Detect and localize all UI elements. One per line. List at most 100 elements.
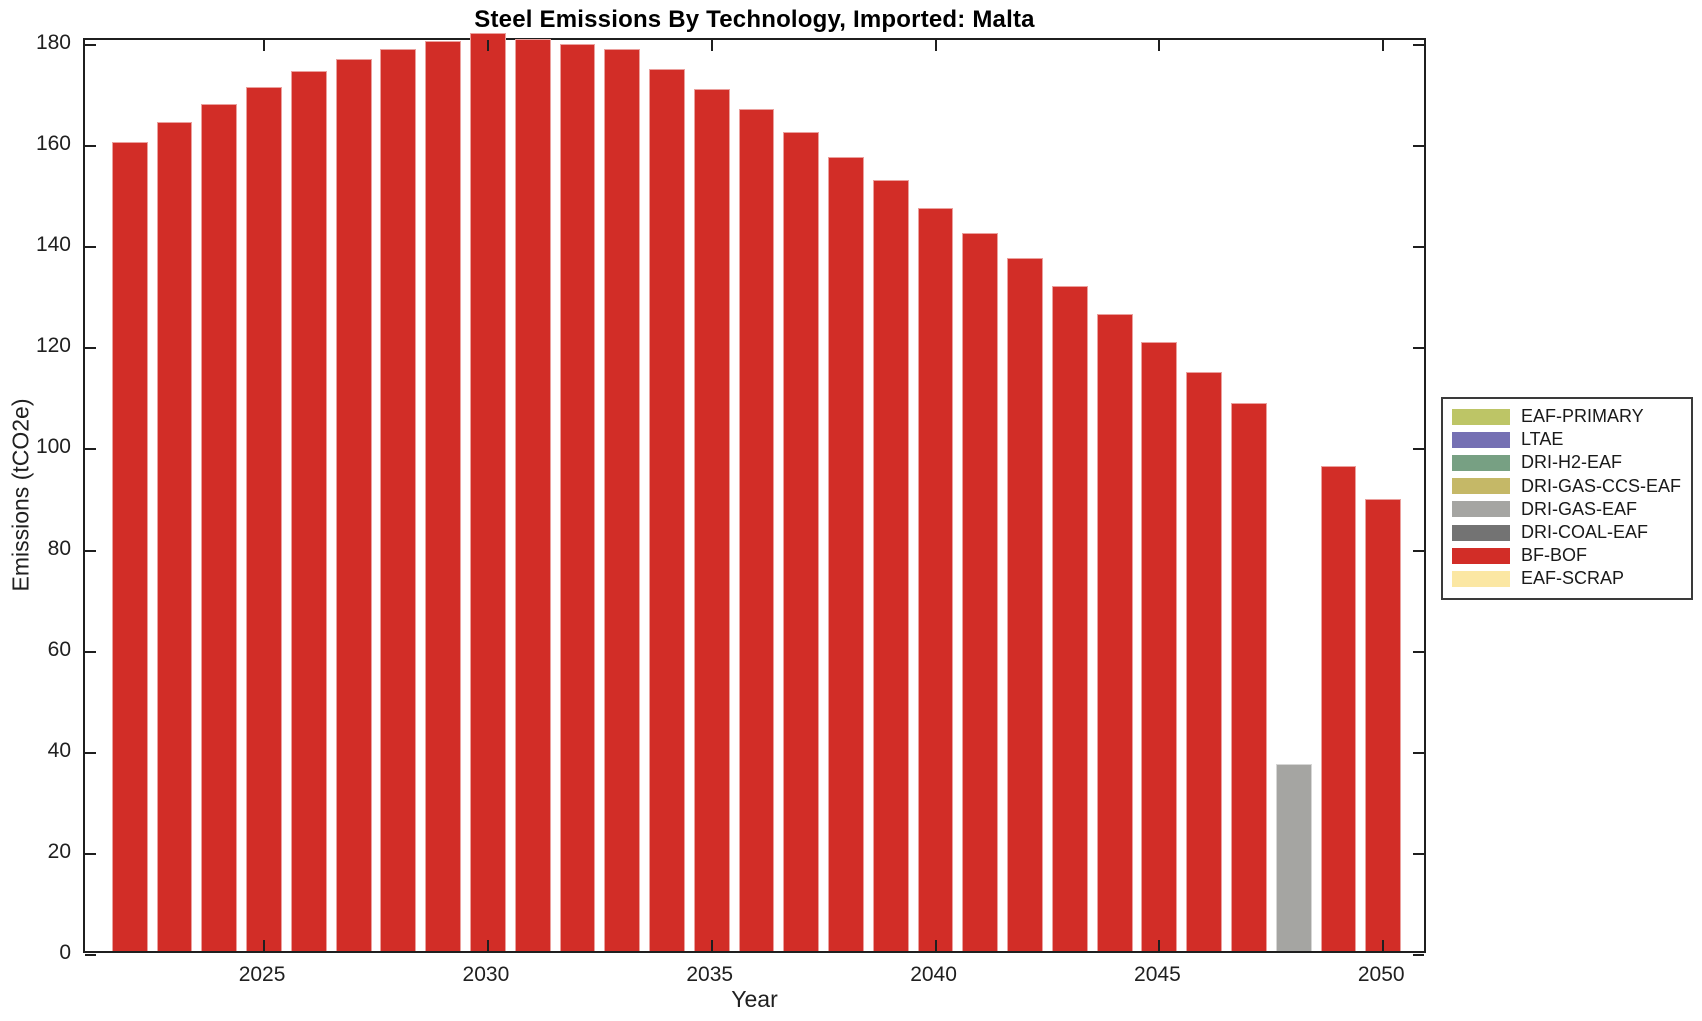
y-tick-label-100: 100 [35, 435, 71, 459]
bar-2038-bf-bof [828, 157, 864, 951]
y-tick-label-140: 140 [35, 233, 71, 257]
legend-entry-dri-gas-ccs-eaf: DRI-GAS-CCS-EAF [1443, 475, 1691, 498]
y-tick-120 [85, 347, 96, 350]
y-tick-80-right [1413, 549, 1424, 552]
legend-label-dri-gas-ccs-eaf: DRI-GAS-CCS-EAF [1521, 475, 1682, 496]
y-tick-40 [85, 751, 96, 754]
bar-2049-bf-bof [1320, 465, 1357, 951]
y-tick-60 [85, 650, 96, 653]
bar-2044-bf-bof [1096, 314, 1133, 951]
legend-label-dri-h2-eaf: DRI-H2-EAF [1521, 452, 1623, 473]
bar-2045-bf-bof [1141, 341, 1178, 951]
x-tick-label-2025: 2025 [238, 963, 286, 986]
bar-2029-bf-bof [425, 41, 462, 951]
legend-swatch-bf-bof [1452, 547, 1510, 564]
bar-2048-dri-gas-eaf [1275, 763, 1312, 951]
y-tick-120-right [1413, 347, 1424, 350]
y-tick-160 [85, 145, 96, 148]
bar-2043-bf-bof [1051, 286, 1088, 951]
y-tick-80 [85, 549, 96, 552]
y-tick-label-40: 40 [47, 738, 71, 762]
bar-2041-bf-bof [962, 233, 999, 951]
y-tick-label-20: 20 [47, 839, 71, 863]
legend-swatch-eaf-primary [1452, 408, 1510, 425]
bar-2039-bf-bof [872, 180, 909, 951]
bar-2024-bf-bof [201, 104, 238, 951]
y-tick-160-right [1413, 145, 1424, 148]
y-tick-20 [85, 852, 96, 855]
bar-2026-bf-bof [290, 71, 327, 951]
y-tick-140-right [1413, 246, 1424, 249]
y-tick-20-right [1413, 852, 1424, 855]
y-tick-60-right [1413, 650, 1424, 653]
bar-2037-bf-bof [783, 132, 820, 951]
chart-title: Steel Emissions By Technology, Imported:… [474, 6, 1035, 33]
x-tick-2035 [710, 940, 713, 951]
bar-2027-bf-bof [335, 58, 372, 951]
x-tick-2045 [1158, 940, 1161, 951]
legend-entry-eaf-scrap: EAF-SCRAP [1443, 567, 1691, 590]
legend-swatch-dri-gas-ccs-eaf [1452, 478, 1510, 495]
legend-entry-dri-coal-eaf: DRI-COAL-EAF [1443, 521, 1691, 544]
bar-2025-bf-bof [246, 86, 282, 951]
x-tick-label-2035: 2035 [686, 963, 734, 986]
legend-swatch-eaf-scrap [1452, 570, 1510, 587]
y-tick-label-160: 160 [35, 132, 71, 156]
x-tick-2040 [934, 940, 937, 951]
x-tick-2025-top [263, 40, 266, 51]
bar-2042-bf-bof [1007, 258, 1043, 951]
plot-area [83, 33, 1426, 956]
bar-2032-bf-bof [559, 43, 596, 951]
y-tick-label-60: 60 [47, 637, 71, 661]
bar-2050-bf-bof [1365, 498, 1402, 951]
legend-label-bf-bof: BF-BOF [1521, 545, 1587, 566]
legend-swatch-ltae [1452, 431, 1510, 448]
bar-2028-bf-bof [380, 48, 417, 951]
bar-2036-bf-bof [738, 109, 775, 951]
bar-2035-bf-bof [693, 89, 730, 951]
bar-2046-bf-bof [1186, 372, 1223, 951]
x-tick-2050-top [1382, 40, 1385, 51]
y-tick-label-120: 120 [35, 334, 71, 358]
legend-label-ltae: LTAE [1521, 429, 1564, 450]
x-tick-2030 [486, 940, 489, 951]
y-tick-180-right [1413, 44, 1424, 47]
bar-2034-bf-bof [649, 68, 685, 951]
legend-swatch-dri-h2-eaf [1452, 454, 1510, 471]
x-tick-2040-top [934, 40, 937, 51]
y-tick-100 [85, 448, 96, 451]
y-tick-100-right [1413, 448, 1424, 451]
y-tick-140 [85, 246, 96, 249]
bar-2023-bf-bof [156, 121, 193, 951]
x-tick-label-2045: 2045 [1134, 963, 1181, 986]
bar-2040-bf-bof [917, 207, 954, 951]
legend-entry-eaf-primary: EAF-PRIMARY [1443, 405, 1691, 428]
y-axis-label: Emissions (tCO2e) [7, 398, 34, 592]
legend-label-eaf-primary: EAF-PRIMARY [1521, 406, 1644, 427]
legend-entry-dri-h2-eaf: DRI-H2-EAF [1443, 451, 1691, 474]
legend-label-eaf-scrap: EAF-SCRAP [1521, 568, 1625, 589]
y-tick-180 [85, 44, 96, 47]
x-tick-2045-top [1158, 40, 1161, 51]
x-tick-2025 [263, 940, 266, 951]
legend-entry-dri-gas-eaf: DRI-GAS-EAF [1443, 498, 1691, 521]
x-tick-label-2040: 2040 [910, 963, 957, 986]
x-axis-label: Year [731, 986, 778, 1012]
legend-swatch-dri-coal-eaf [1452, 524, 1510, 541]
x-tick-label-2030: 2030 [462, 963, 510, 986]
legend: EAF-PRIMARY LTAE DRI-H2-EAF DRI-GAS-CCS-EAF… [1441, 397, 1693, 600]
legend-swatch-dri-gas-eaf [1452, 501, 1510, 518]
y-tick-0 [85, 954, 96, 956]
y-tick-label-180: 180 [35, 31, 71, 55]
x-tick-2035-top [710, 40, 713, 51]
bar-2022-bf-bof [111, 142, 148, 951]
x-tick-2030-top [486, 40, 489, 51]
bar-2031-bf-bof [514, 38, 551, 951]
bar-2030-bf-bof [469, 33, 506, 951]
y-tick-40-right [1413, 751, 1424, 754]
legend-label-dri-coal-eaf: DRI-COAL-EAF [1521, 522, 1649, 543]
bar-2033-bf-bof [604, 48, 641, 951]
legend-entry-ltae: LTAE [1443, 428, 1691, 451]
legend-entry-bf-bof: BF-BOF [1443, 544, 1691, 567]
